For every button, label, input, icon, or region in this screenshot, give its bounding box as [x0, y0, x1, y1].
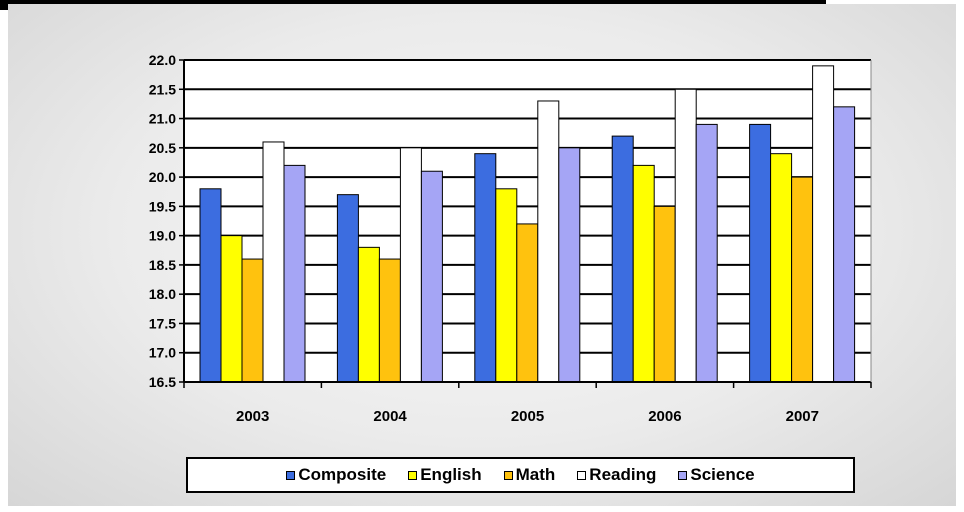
bars [199, 65, 856, 383]
bar-science-2004 [420, 170, 443, 383]
legend-item-math: Math [503, 465, 556, 485]
y-tick-label: 19.0 [149, 228, 176, 244]
bar-composite-2004 [336, 194, 359, 383]
bar-math-2005 [516, 223, 539, 383]
bar-english-2004 [357, 246, 380, 383]
bar-reading-2007 [812, 65, 835, 383]
y-tick-label: 20.0 [149, 169, 176, 185]
legend-item-composite: Composite [286, 465, 386, 485]
y-tick-label: 16.5 [149, 374, 176, 390]
legend-label-reading: Reading [589, 465, 657, 484]
bar-english-2005 [495, 188, 518, 383]
x-tick-label: 2005 [511, 408, 544, 425]
legend-item-reading: Reading [577, 465, 656, 485]
bar-reading-2005 [537, 100, 560, 383]
legend-item-science: Science [678, 465, 755, 485]
legend-swatch-english [408, 470, 418, 480]
y-tick-label: 21.5 [149, 81, 176, 97]
y-tick-label: 20.5 [149, 140, 176, 156]
x-tick-label: 2003 [236, 408, 269, 425]
y-tick-label: 22.0 [149, 52, 176, 68]
bar-science-2006 [695, 123, 718, 383]
legend-label-composite: Composite [298, 465, 387, 484]
bar-science-2007 [833, 106, 856, 383]
y-tick-label: 18.5 [149, 257, 176, 273]
bar-reading-2006 [674, 88, 697, 383]
y-tick-label: 18.0 [149, 286, 176, 302]
bar-composite-2005 [474, 153, 497, 383]
bar-math-2003 [241, 258, 264, 383]
bar-math-2006 [653, 205, 676, 383]
legend-swatch-reading [577, 470, 587, 480]
x-tick-label: 2007 [786, 408, 819, 425]
x-tick-label: 2004 [373, 408, 407, 425]
bar-reading-2003 [262, 141, 285, 383]
bar-science-2005 [558, 147, 581, 383]
bar-composite-2006 [611, 135, 634, 383]
x-tick-labels: 2003 2004 2005 2006 2007 [236, 408, 819, 425]
bar-english-2003 [220, 235, 243, 383]
y-tick-label: 17.5 [149, 315, 176, 331]
bar-composite-2007 [749, 123, 772, 383]
legend-label-english: English [420, 465, 482, 484]
y-tick-label: 19.5 [149, 198, 176, 214]
axes [179, 59, 872, 388]
legend-swatch-science [678, 470, 688, 480]
legend-item-english: English [408, 465, 482, 485]
y-tick-label: 17.0 [149, 345, 176, 361]
y-tick-labels: 16.5 17.0 17.5 18.0 18.5 19.0 19.5 20.0 20.5 21.0… [149, 52, 176, 390]
bar-math-2004 [378, 258, 401, 383]
y-tick-label: 21.0 [149, 111, 176, 127]
bar-english-2007 [770, 153, 793, 383]
bar-science-2003 [283, 164, 306, 383]
bar-composite-2003 [199, 188, 222, 383]
legend-label-math: Math [515, 465, 556, 484]
legend-swatch-composite [286, 470, 296, 480]
bar-math-2007 [791, 176, 814, 383]
bar-reading-2004 [399, 147, 422, 383]
legend-label-science: Science [690, 465, 755, 484]
legend: Composite English Math Reading Science [186, 457, 855, 493]
legend-swatch-math [503, 470, 513, 480]
bar-english-2006 [632, 164, 655, 383]
x-tick-label: 2006 [648, 408, 681, 425]
